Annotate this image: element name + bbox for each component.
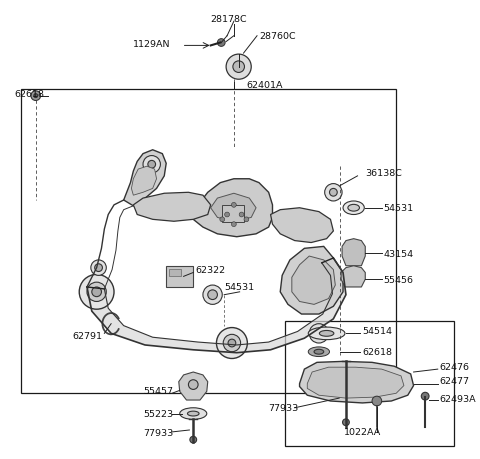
Text: 62401A: 62401A (246, 80, 283, 90)
Circle shape (79, 275, 114, 309)
Ellipse shape (188, 411, 199, 416)
Polygon shape (87, 258, 346, 353)
Text: 1022AA: 1022AA (344, 427, 381, 437)
Circle shape (95, 264, 102, 272)
Text: 43154: 43154 (384, 249, 414, 258)
Ellipse shape (343, 202, 364, 215)
Circle shape (92, 287, 101, 297)
Text: 55223: 55223 (143, 409, 173, 418)
Circle shape (305, 275, 317, 286)
Circle shape (31, 92, 41, 101)
Circle shape (228, 339, 236, 347)
Polygon shape (292, 257, 336, 305)
Text: 62618: 62618 (362, 347, 392, 357)
Circle shape (324, 378, 333, 386)
Text: 62791: 62791 (72, 331, 102, 340)
Text: 28760C: 28760C (259, 32, 296, 41)
Circle shape (239, 213, 244, 218)
Circle shape (189, 380, 198, 390)
Text: 62322: 62322 (195, 265, 225, 274)
Polygon shape (211, 194, 256, 222)
Bar (166, 266, 193, 287)
Text: 1129AN: 1129AN (133, 40, 171, 49)
Ellipse shape (314, 350, 324, 354)
Circle shape (91, 260, 106, 276)
Text: 55456: 55456 (384, 275, 414, 284)
Circle shape (231, 222, 236, 227)
Ellipse shape (308, 327, 345, 340)
Circle shape (87, 283, 106, 302)
Circle shape (321, 374, 336, 390)
Circle shape (309, 324, 328, 343)
Text: 28178C: 28178C (211, 15, 247, 24)
Text: 62476: 62476 (440, 362, 469, 371)
Polygon shape (193, 179, 273, 237)
Circle shape (244, 218, 249, 222)
Circle shape (324, 184, 342, 202)
Circle shape (217, 39, 225, 47)
Polygon shape (341, 266, 365, 287)
Bar (222, 205, 243, 223)
Text: 77933: 77933 (143, 428, 173, 437)
Text: 54531: 54531 (384, 204, 414, 213)
Circle shape (231, 203, 236, 208)
Text: 54514: 54514 (362, 326, 392, 335)
Circle shape (216, 328, 247, 358)
Polygon shape (271, 208, 334, 243)
Polygon shape (300, 362, 414, 403)
Circle shape (34, 95, 38, 98)
Circle shape (329, 189, 337, 197)
Text: 36138C: 36138C (365, 169, 402, 178)
Circle shape (421, 392, 429, 400)
Polygon shape (280, 247, 343, 314)
Polygon shape (307, 367, 404, 398)
Circle shape (372, 396, 382, 406)
Circle shape (343, 419, 349, 425)
Polygon shape (133, 193, 211, 222)
Text: 62493A: 62493A (440, 394, 476, 403)
Circle shape (226, 55, 251, 80)
Bar (285, 321, 454, 447)
Polygon shape (342, 239, 365, 266)
Text: 54531: 54531 (224, 283, 254, 292)
Circle shape (223, 335, 240, 352)
Polygon shape (179, 372, 208, 400)
Ellipse shape (319, 331, 334, 336)
Circle shape (143, 156, 160, 174)
Text: 62618: 62618 (14, 90, 45, 99)
Circle shape (314, 329, 324, 338)
Circle shape (300, 269, 323, 292)
Ellipse shape (308, 347, 329, 357)
Circle shape (190, 437, 197, 443)
Text: 62477: 62477 (440, 376, 469, 386)
Circle shape (203, 285, 222, 305)
Bar (21, 90, 396, 393)
Bar (169, 269, 180, 277)
Ellipse shape (180, 408, 207, 420)
Text: 55457: 55457 (143, 386, 173, 395)
Polygon shape (132, 167, 156, 196)
Circle shape (208, 290, 217, 300)
Circle shape (233, 62, 244, 73)
Ellipse shape (348, 205, 360, 212)
Circle shape (225, 213, 229, 218)
Circle shape (148, 161, 156, 169)
Polygon shape (124, 151, 166, 207)
Text: 77933: 77933 (269, 403, 299, 412)
Circle shape (220, 218, 225, 222)
